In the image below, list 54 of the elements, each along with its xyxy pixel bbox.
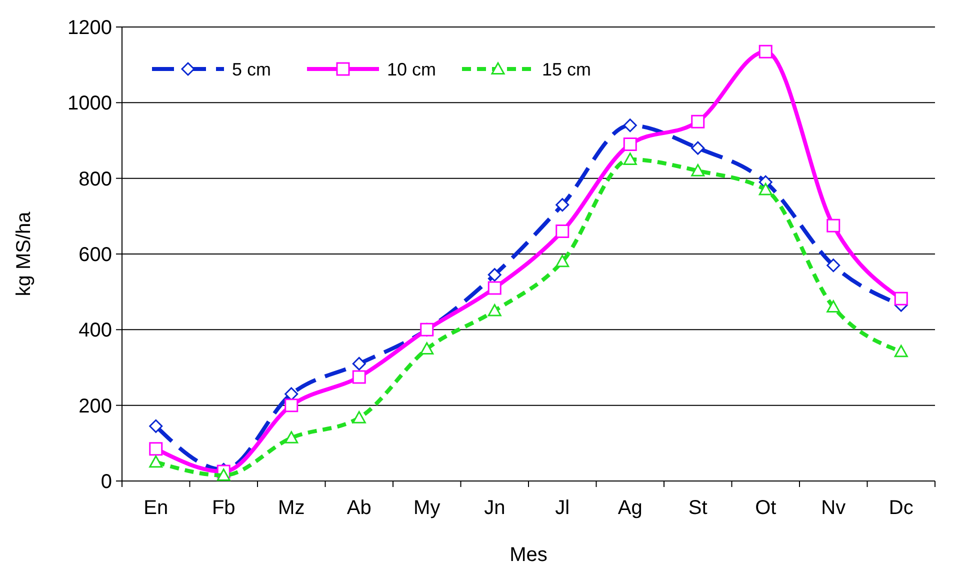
y-tick-label: 0 — [100, 471, 112, 493]
point — [623, 152, 637, 165]
point — [352, 411, 366, 424]
point — [894, 344, 908, 358]
point — [826, 258, 840, 272]
y-tick-label: 400 — [78, 320, 112, 342]
point — [149, 455, 163, 468]
x-tick-label: Dc — [888, 497, 914, 519]
x-tick-label: Mz — [278, 497, 305, 519]
point — [691, 164, 705, 176]
legend-label: 10 cm — [387, 59, 436, 80]
point — [826, 218, 840, 232]
point — [556, 254, 570, 268]
point — [691, 141, 705, 155]
point — [149, 419, 163, 433]
legend-label: 15 cm — [542, 59, 592, 80]
point — [420, 342, 434, 355]
point — [758, 182, 772, 196]
point — [284, 431, 298, 444]
y-axis-title: kg MS/ha — [13, 210, 35, 296]
x-tick-label: Jl — [555, 497, 570, 519]
x-tick-label: Ot — [755, 497, 777, 519]
x-tick-label: Nv — [821, 497, 846, 519]
legend-label: 5 cm — [232, 59, 272, 80]
point — [556, 198, 570, 212]
point — [623, 138, 637, 152]
x-axis-title: Mes — [510, 544, 548, 566]
point — [216, 468, 230, 481]
x-tick-label: Jn — [484, 497, 506, 519]
point — [556, 224, 570, 238]
point — [894, 292, 908, 306]
y-tick-label: 1000 — [68, 92, 112, 115]
x-tick-label: St — [688, 497, 708, 519]
point — [488, 281, 502, 295]
y-tick-label: 800 — [78, 168, 112, 190]
point — [691, 114, 705, 128]
x-tick-label: Ab — [346, 497, 372, 519]
x-tick-label: Fb — [212, 497, 236, 519]
point — [488, 304, 502, 316]
point — [758, 44, 772, 58]
point — [352, 356, 366, 370]
point — [284, 387, 298, 401]
y-tick-label: 1200 — [68, 17, 112, 39]
point — [826, 300, 840, 313]
x-tick-label: Ag — [618, 497, 642, 519]
point — [488, 268, 502, 282]
y-tick-label: 200 — [78, 395, 112, 418]
y-tick-label: 600 — [78, 244, 112, 266]
point — [623, 118, 637, 132]
point — [284, 398, 298, 412]
x-tick-label: En — [144, 497, 168, 519]
point — [149, 442, 163, 456]
point — [352, 370, 366, 384]
x-tick-label: My — [414, 497, 440, 519]
